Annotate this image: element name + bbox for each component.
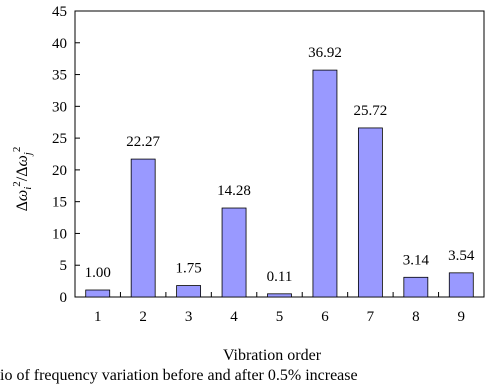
svg-text:Δωi2/Δωj2: Δωi2/Δωj2 [11, 147, 34, 212]
x-tick-label: 9 [458, 309, 466, 325]
data-labels-group: 1.00 22.27 1.75 14.28 0.11 36.92 25.72 3.14 3.54 [85, 45, 475, 285]
x-tick-label: 8 [412, 309, 420, 325]
data-label: 3.14 [403, 252, 430, 268]
bar [403, 276, 429, 298]
data-label: 0.11 [267, 269, 293, 285]
bar [312, 69, 338, 298]
y-tick-label: 0 [60, 290, 68, 306]
figure-caption: io of frequency variation before and aft… [0, 367, 358, 384]
x-tick-label: 6 [321, 309, 329, 325]
bars-group [85, 69, 474, 298]
y-axis-ticks: 0 5 10 15 20 25 30 35 40 45 [52, 4, 80, 306]
x-tick-label: 1 [94, 309, 102, 325]
x-tick-label: 4 [230, 309, 238, 325]
y-tick-label: 30 [52, 99, 67, 115]
y-tick-label: 45 [52, 4, 67, 20]
bar [448, 272, 474, 298]
y-tick-label: 20 [52, 163, 67, 179]
y-tick-label: 15 [52, 195, 67, 211]
data-label: 25.72 [354, 103, 388, 119]
bar [357, 127, 383, 298]
y-tick-label: 40 [52, 36, 67, 52]
bar [85, 289, 111, 298]
y-tick-label: 35 [52, 68, 67, 84]
bar [267, 293, 292, 298]
x-tick-label: 5 [276, 309, 284, 325]
data-label: 1.75 [175, 261, 201, 277]
bar [130, 158, 156, 298]
data-label: 1.00 [85, 265, 111, 281]
x-tick-label: 7 [367, 309, 375, 325]
y-tick-label: 10 [52, 226, 67, 242]
y-axis-title: Δωi2/Δωj2 [11, 147, 34, 212]
bar [221, 207, 247, 298]
x-axis-ticks: 1 2 3 4 5 6 7 8 9 [94, 292, 465, 325]
y-tick-label: 5 [60, 258, 68, 274]
y-tick-label: 25 [52, 131, 67, 147]
data-label: 22.27 [126, 134, 160, 150]
data-label: 3.54 [448, 248, 475, 264]
x-axis-title: Vibration order [223, 347, 322, 364]
x-tick-label: 2 [139, 309, 147, 325]
data-label: 14.28 [217, 183, 251, 199]
bar [176, 285, 202, 298]
data-label: 36.92 [308, 45, 342, 61]
x-tick-label: 3 [185, 309, 193, 325]
